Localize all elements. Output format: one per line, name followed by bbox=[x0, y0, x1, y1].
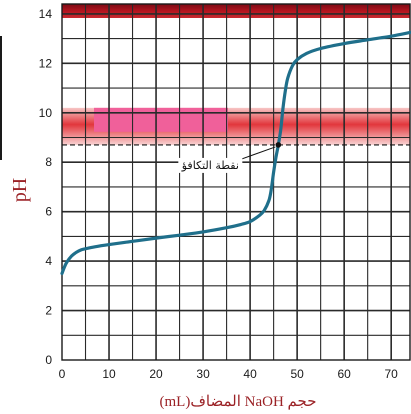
y-tick-label: 10 bbox=[39, 106, 53, 120]
x-tick-label: 10 bbox=[102, 367, 116, 381]
equivalence-label: نقطة التكافؤ bbox=[181, 159, 239, 172]
y-tick-label: 6 bbox=[45, 205, 52, 219]
x-tick-label: 20 bbox=[149, 367, 163, 381]
y-tick-label: 8 bbox=[45, 155, 52, 169]
equivalence-point bbox=[275, 142, 282, 148]
y-tick-label: 12 bbox=[39, 56, 53, 70]
y-axis-label: pH bbox=[9, 178, 31, 202]
x-tick-label: 40 bbox=[243, 367, 257, 381]
x-tick-label: 70 bbox=[385, 367, 399, 381]
y-tick-label: 4 bbox=[45, 254, 52, 268]
x-tick-labels: 0 10 20 30 40 50 60 70 bbox=[59, 367, 399, 381]
equivalence-leader-line bbox=[236, 146, 276, 162]
y-tick-label: 2 bbox=[45, 304, 52, 318]
equivalence-label-bg bbox=[178, 157, 243, 173]
top-bar bbox=[62, 4, 410, 18]
y-tick-labels: 0 2 4 6 8 10 12 14 bbox=[39, 7, 53, 367]
highlight-box bbox=[94, 107, 228, 132]
x-tick-label: 60 bbox=[337, 367, 351, 381]
y-tick-label: 0 bbox=[45, 353, 52, 367]
x-axis-label: حجم NaOH المضاف(mL) bbox=[160, 394, 317, 410]
plot-frame bbox=[61, 3, 411, 361]
y-tick-label: 14 bbox=[39, 7, 53, 21]
x-tick-label: 30 bbox=[196, 367, 210, 381]
titration-curve bbox=[60, 30, 411, 276]
plot-area bbox=[62, 4, 410, 360]
x-tick-label: 50 bbox=[290, 367, 304, 381]
x-tick-label: 0 bbox=[59, 367, 66, 381]
